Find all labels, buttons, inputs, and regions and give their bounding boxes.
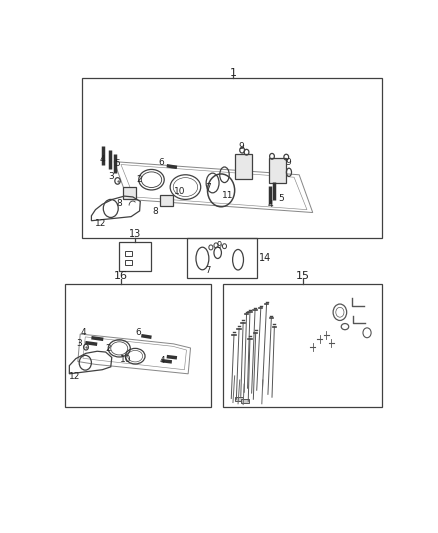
Bar xyxy=(125,251,132,256)
Bar xyxy=(187,238,257,278)
Bar xyxy=(241,399,249,403)
Text: 10: 10 xyxy=(174,187,185,196)
Text: 8: 8 xyxy=(117,199,122,208)
Text: 13: 13 xyxy=(129,229,141,239)
Text: 4: 4 xyxy=(99,155,105,164)
Bar xyxy=(235,397,243,401)
Text: 6: 6 xyxy=(159,158,165,167)
Text: 4: 4 xyxy=(80,328,86,337)
Text: 1: 1 xyxy=(230,68,237,78)
Text: 9: 9 xyxy=(238,142,244,150)
Text: 15: 15 xyxy=(296,271,310,281)
Text: 7: 7 xyxy=(205,266,210,276)
Text: 16: 16 xyxy=(114,271,128,281)
Text: 4: 4 xyxy=(268,200,273,209)
Bar xyxy=(65,284,211,407)
Text: 5: 5 xyxy=(114,159,120,168)
Text: 7: 7 xyxy=(206,183,212,191)
Text: 10: 10 xyxy=(120,355,132,364)
Text: 11: 11 xyxy=(222,191,233,200)
Bar xyxy=(123,187,135,199)
Text: 6: 6 xyxy=(135,328,141,337)
Bar xyxy=(268,158,286,183)
Text: 12: 12 xyxy=(70,372,81,381)
Text: 9: 9 xyxy=(286,158,291,167)
Text: 4: 4 xyxy=(160,356,166,365)
Bar xyxy=(235,154,251,179)
Text: 2: 2 xyxy=(136,175,142,184)
Text: 9: 9 xyxy=(217,241,222,250)
Text: 5: 5 xyxy=(279,193,284,203)
Bar xyxy=(82,78,382,238)
Bar xyxy=(125,260,132,265)
Text: 3: 3 xyxy=(76,338,82,348)
Text: 12: 12 xyxy=(95,219,106,228)
Text: 2: 2 xyxy=(106,344,111,353)
Bar xyxy=(223,284,382,407)
Text: 3: 3 xyxy=(108,172,113,181)
Text: 8: 8 xyxy=(152,207,158,216)
Bar xyxy=(119,241,152,271)
Text: 14: 14 xyxy=(259,253,271,263)
Bar xyxy=(160,195,173,206)
